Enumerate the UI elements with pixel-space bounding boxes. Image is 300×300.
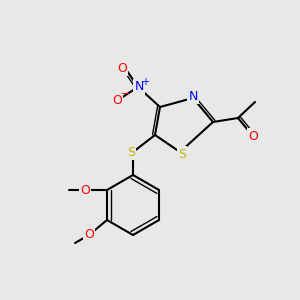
Text: N: N [188, 89, 198, 103]
Text: −: − [121, 89, 131, 99]
Text: +: + [141, 77, 149, 87]
Text: O: O [84, 229, 94, 242]
Text: O: O [248, 130, 258, 142]
Text: O: O [112, 94, 122, 106]
Text: S: S [178, 148, 186, 160]
Text: S: S [127, 146, 135, 158]
Text: O: O [117, 61, 127, 74]
Text: O: O [80, 184, 90, 196]
Text: N: N [134, 80, 144, 94]
